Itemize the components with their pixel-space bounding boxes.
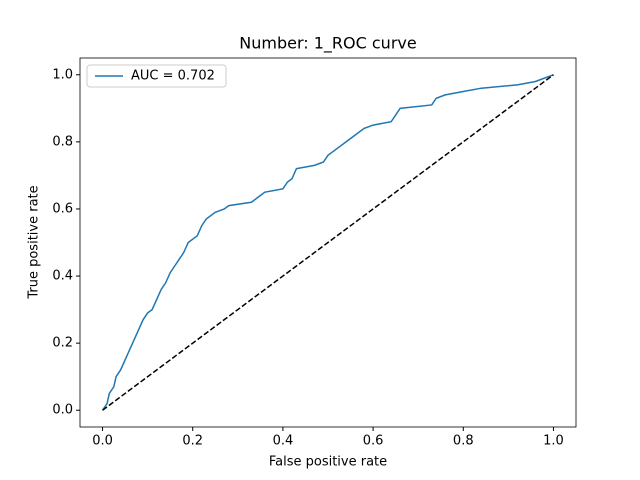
y-tick-label: 0.2 bbox=[52, 336, 73, 351]
y-tick-label: 0.4 bbox=[52, 269, 73, 284]
series-line bbox=[102, 74, 554, 411]
legend-box bbox=[86, 64, 227, 88]
x-tick-label: 0.2 bbox=[182, 434, 203, 449]
y-tick-label: 1.0 bbox=[52, 67, 73, 82]
x-tick-label: 0.0 bbox=[92, 434, 113, 449]
x-tick-label: 0.8 bbox=[453, 434, 474, 449]
legend-label: AUC = 0.702 bbox=[131, 69, 215, 84]
x-tick-label: 1.0 bbox=[543, 434, 564, 449]
axes-frame bbox=[79, 57, 577, 428]
x-axis-label: False positive rate bbox=[269, 455, 387, 470]
chart-title: Number: 1_ROC curve bbox=[239, 34, 416, 54]
x-tick-label: 0.4 bbox=[273, 434, 294, 449]
y-tick-label: 0.8 bbox=[52, 134, 73, 149]
y-tick-label: 0.0 bbox=[52, 403, 73, 418]
y-tick-label: 0.6 bbox=[52, 201, 73, 216]
x-tick-label: 0.6 bbox=[363, 434, 384, 449]
series-line bbox=[101, 74, 554, 411]
y-axis-label: True positive rate bbox=[27, 185, 42, 299]
